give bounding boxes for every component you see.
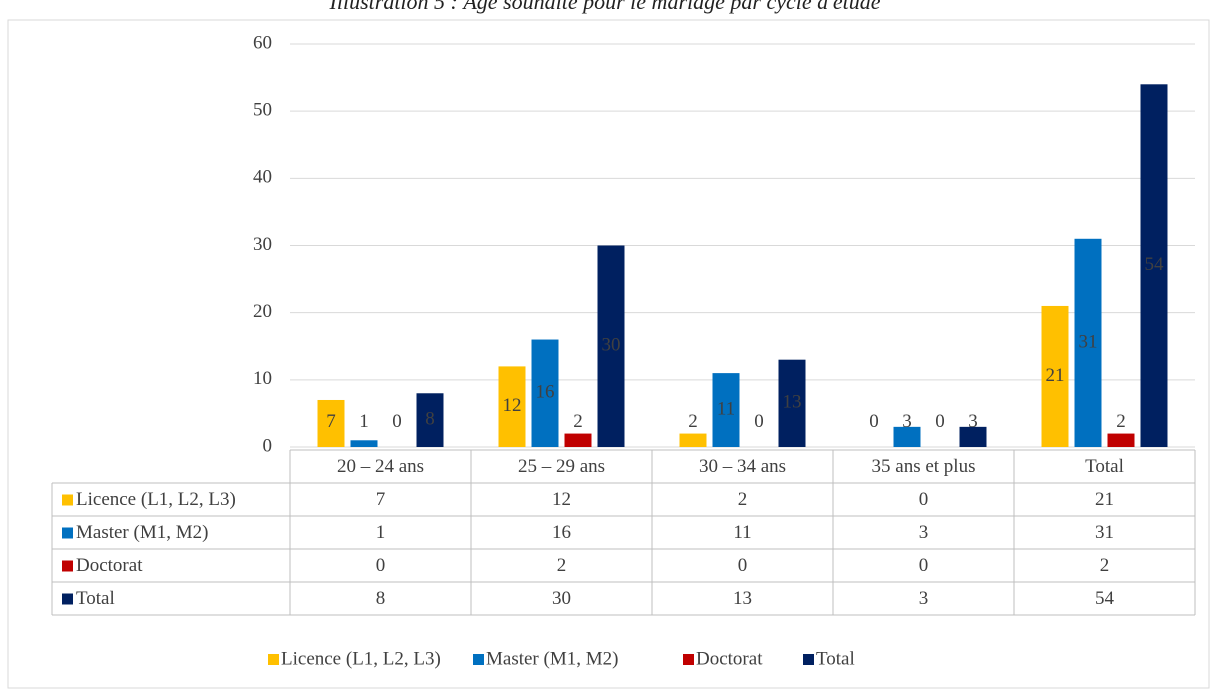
table-cell: 12 <box>552 489 571 510</box>
y-tick-label: 40 <box>253 167 272 188</box>
data-label: 11 <box>717 398 735 419</box>
data-label: 2 <box>688 411 698 432</box>
data-label: 2 <box>573 411 583 432</box>
data-label: 0 <box>869 411 879 432</box>
y-tick-label: 20 <box>253 301 272 322</box>
bar <box>564 433 592 447</box>
x-tick-label: 30 – 34 ans <box>699 456 786 477</box>
bar <box>531 339 559 447</box>
data-label: 13 <box>783 392 802 413</box>
data-label: 21 <box>1046 365 1065 386</box>
table-cell: 8 <box>376 588 386 609</box>
legend-swatch <box>62 527 73 539</box>
legend-swatch <box>803 654 814 665</box>
x-tick-label: 25 – 29 ans <box>518 456 605 477</box>
table-cell: 3 <box>919 522 929 543</box>
table-cell: 0 <box>919 489 929 510</box>
legend-swatch <box>473 654 484 665</box>
y-tick-label: 50 <box>253 100 272 121</box>
table-cell: 13 <box>733 588 752 609</box>
data-label: 12 <box>503 395 522 416</box>
legend-swatch <box>62 494 73 506</box>
table-cell: 1 <box>376 522 386 543</box>
bar <box>959 426 987 447</box>
bar <box>1140 84 1168 448</box>
data-label: 54 <box>1145 254 1165 275</box>
data-label: 8 <box>425 408 435 429</box>
bar <box>498 366 526 447</box>
table-cell: 0 <box>738 555 748 576</box>
table-cell: 54 <box>1095 588 1115 609</box>
legend-swatch <box>62 593 73 605</box>
table-row-label: Master (M1, M2) <box>76 522 208 543</box>
data-label: 0 <box>754 411 764 432</box>
legend-swatch <box>683 654 694 665</box>
data-label: 3 <box>902 411 912 432</box>
table-cell: 7 <box>376 489 386 510</box>
data-label: 1 <box>359 411 369 432</box>
x-tick-label: 35 ans et plus <box>872 456 976 477</box>
bar <box>893 426 921 447</box>
data-label: 0 <box>392 411 402 432</box>
table-cell: 21 <box>1095 489 1114 510</box>
table-row-label: Total <box>76 588 115 609</box>
data-label: 0 <box>935 411 945 432</box>
chart-title: Illustration 5 : Âge souhaité pour le ma… <box>329 0 881 14</box>
bar <box>350 440 378 447</box>
legend-swatch <box>62 560 73 572</box>
legend-swatch <box>268 654 279 665</box>
data-label: 3 <box>968 411 978 432</box>
table-row-label: Doctorat <box>76 555 143 576</box>
bar <box>712 373 740 447</box>
legend-label: Master (M1, M2) <box>486 648 618 669</box>
data-label: 7 <box>326 411 336 432</box>
bar <box>778 359 806 447</box>
bar <box>1107 433 1135 447</box>
bar <box>1074 238 1102 447</box>
bar <box>679 433 707 447</box>
data-label: 16 <box>536 382 555 403</box>
table-cell: 0 <box>376 555 386 576</box>
bar <box>1041 305 1069 447</box>
data-label: 2 <box>1116 411 1126 432</box>
x-tick-label: Total <box>1085 456 1124 477</box>
table-cell: 31 <box>1095 522 1114 543</box>
table-cell: 0 <box>919 555 929 576</box>
data-label: 31 <box>1079 331 1098 352</box>
legend-label: Licence (L1, L2, L3) <box>281 648 441 669</box>
data-label: 30 <box>602 335 621 356</box>
table-cell: 2 <box>738 489 748 510</box>
y-tick-label: 10 <box>253 368 272 389</box>
table-cell: 16 <box>552 522 571 543</box>
table-cell: 11 <box>733 522 751 543</box>
bar <box>416 393 444 447</box>
x-tick-label: 20 – 24 ans <box>337 456 424 477</box>
legend-label: Total <box>816 648 855 669</box>
y-tick-label: 60 <box>253 32 272 53</box>
table-cell: 30 <box>552 588 571 609</box>
table-row-label: Licence (L1, L2, L3) <box>76 489 236 510</box>
table-cell: 3 <box>919 588 929 609</box>
y-tick-label: 0 <box>263 435 273 456</box>
table-cell: 2 <box>557 555 567 576</box>
bar <box>317 399 345 447</box>
table-cell: 2 <box>1100 555 1110 576</box>
y-tick-label: 30 <box>253 234 272 255</box>
legend-label: Doctorat <box>696 648 763 669</box>
bar <box>597 245 625 447</box>
